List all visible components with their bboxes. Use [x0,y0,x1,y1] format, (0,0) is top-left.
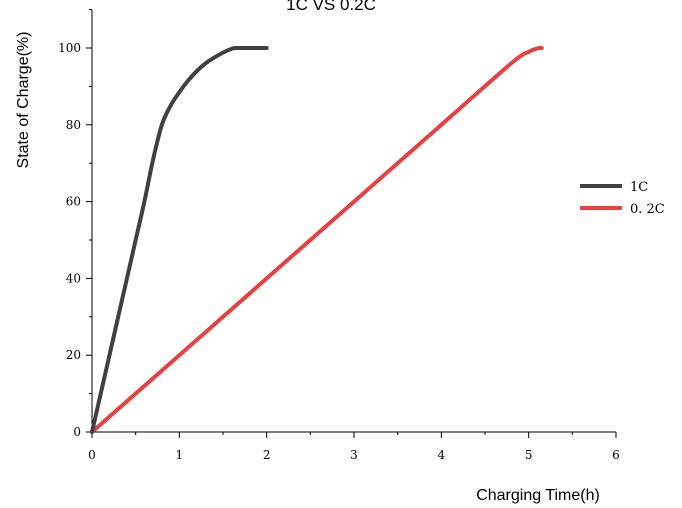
legend-label: 0. 2C [630,202,665,217]
y-axis-label: State of Charge(%) [15,32,32,169]
y-tick-label: 80 [66,118,81,132]
series-line-1c [90,45,269,434]
legend: 1C 0. 2C [580,180,665,217]
x-tick-label: 0 [88,448,96,462]
x-tick-label: 4 [438,448,446,462]
y-tick-label: 0 [73,425,81,439]
legend-label: 1C [630,180,648,195]
x-tick-label: 3 [350,448,358,462]
series-line-0-2c [90,45,544,434]
y-tick-label: 20 [66,348,81,362]
x-tick-label: 6 [612,448,620,462]
x-tick-label: 5 [525,448,533,462]
y-tick-label: 40 [66,271,81,285]
y-tick-label: 100 [58,41,81,55]
x-tick-label: 1 [176,448,184,462]
x-axis-label: Charging Time(h) [476,487,600,504]
x-tick-label: 2 [263,448,271,462]
series-group [90,45,544,434]
chart-title: 1C VS 0.2C [286,0,376,14]
y-tick-label: 60 [66,195,81,209]
